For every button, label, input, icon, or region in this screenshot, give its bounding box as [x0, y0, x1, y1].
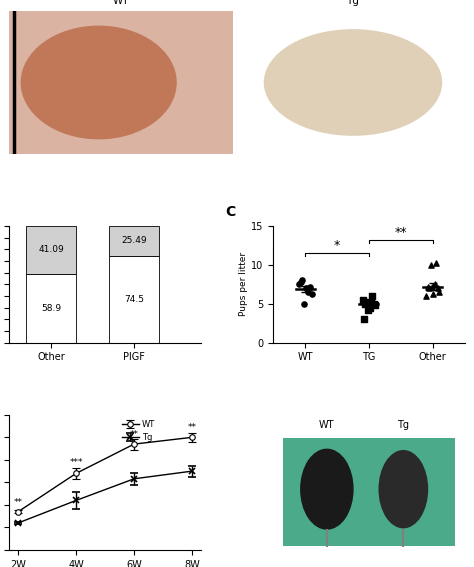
Ellipse shape: [21, 26, 177, 139]
Text: C: C: [226, 205, 236, 219]
Text: **: **: [129, 430, 138, 439]
Point: [424, 282, 431, 291]
Bar: [109, 256, 159, 342]
Text: 74.5: 74.5: [124, 295, 144, 303]
Text: *: *: [334, 239, 340, 252]
Text: **: **: [14, 498, 23, 507]
Text: ***: ***: [69, 458, 83, 467]
Legend: Tg, WT: Tg, WT: [273, 247, 302, 270]
Point: [299, 276, 306, 285]
Point: [366, 303, 374, 312]
Text: 58.9: 58.9: [41, 304, 61, 312]
Point: [431, 280, 438, 289]
Point: [432, 259, 440, 268]
Point: [429, 289, 437, 298]
Point: [434, 284, 441, 293]
Bar: [26, 226, 76, 274]
Bar: [26, 274, 76, 342]
Point: [359, 295, 366, 304]
Legend: WT, Tg: WT, Tg: [119, 416, 159, 445]
Point: [360, 315, 368, 324]
Text: Tg: Tg: [397, 420, 410, 430]
Point: [422, 291, 430, 301]
Point: [304, 287, 312, 297]
Point: [370, 299, 378, 308]
Text: **: **: [188, 423, 197, 432]
Text: 41.09: 41.09: [38, 246, 64, 255]
FancyBboxPatch shape: [9, 11, 233, 154]
Ellipse shape: [378, 450, 428, 528]
Point: [363, 298, 371, 307]
Text: **: **: [394, 226, 407, 239]
Point: [302, 284, 310, 293]
Ellipse shape: [300, 448, 354, 530]
Point: [301, 299, 308, 308]
Point: [308, 290, 315, 299]
Text: Tg: Tg: [346, 0, 359, 6]
Point: [369, 291, 376, 301]
Point: [367, 298, 375, 307]
Ellipse shape: [264, 29, 442, 136]
FancyBboxPatch shape: [283, 438, 455, 546]
Text: 25.49: 25.49: [121, 236, 147, 246]
Point: [428, 283, 436, 292]
Text: WT: WT: [319, 420, 335, 430]
Bar: [109, 226, 159, 256]
Point: [435, 287, 443, 297]
Point: [372, 301, 379, 310]
Text: WT: WT: [113, 0, 129, 6]
Point: [427, 260, 434, 269]
Y-axis label: Pups per litter: Pups per litter: [239, 252, 248, 316]
Point: [362, 299, 369, 308]
Point: [306, 282, 313, 291]
Point: [297, 277, 304, 286]
Point: [365, 306, 372, 315]
Point: [295, 280, 302, 289]
Point: [425, 284, 433, 293]
